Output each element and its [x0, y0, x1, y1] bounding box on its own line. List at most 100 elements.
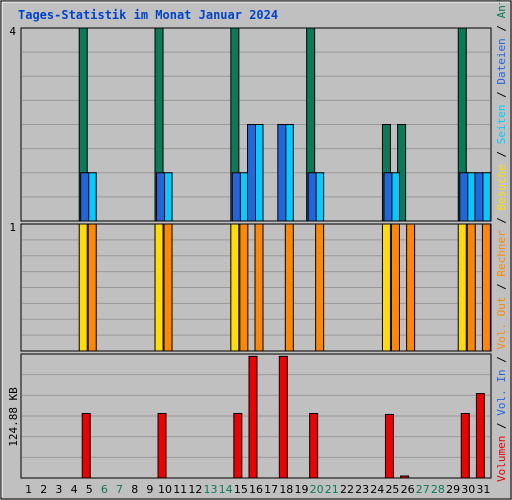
- y-tick-label-volumen: 124.88 KB: [7, 387, 20, 447]
- legend-entry-seiten: Seiten: [495, 104, 508, 144]
- legend-separator: /: [495, 277, 508, 297]
- legend-separator: /: [495, 416, 508, 436]
- x-tick-label-day-19: 19: [294, 483, 308, 496]
- x-tick-label-day-18: 18: [279, 483, 293, 496]
- x-tick-label-day-14: 14: [219, 483, 233, 496]
- bar-rechner-day-25: [390, 223, 400, 352]
- chart-panels: 4 1 124.88 KB: [7, 25, 492, 479]
- x-tick-label-day-27: 27: [416, 483, 430, 496]
- bar-seiten-day-15: [239, 172, 249, 222]
- y-tick-label-anfragen: 4: [9, 25, 16, 38]
- bar-dateien-day-10: [156, 172, 166, 222]
- bar-rechner-day-15: [239, 223, 249, 352]
- bar-volumen-day-16: [248, 355, 258, 479]
- x-tick-label-day-26: 26: [401, 483, 415, 496]
- bar-volumen-day-5: [81, 412, 91, 479]
- bar-besuche-day-5: [78, 223, 88, 352]
- bar-rechner-day-10: [163, 223, 173, 352]
- x-tick-label-day-6: 6: [101, 483, 108, 496]
- bar-rechner-day-30: [466, 223, 476, 352]
- bar-besuche-day-10: [154, 223, 164, 352]
- x-tick-label-day-5: 5: [86, 483, 93, 496]
- panel-besuche: 1: [9, 221, 492, 352]
- bar-seiten-day-31: [481, 172, 491, 222]
- bar-dateien-day-18: [277, 124, 287, 222]
- legend-separator: /: [495, 350, 508, 370]
- legend-text: Volumen / Vol. In / Vol. Out / Rechner /…: [495, 0, 508, 482]
- x-axis-day-labels: 1 2 3 4 5 6 7 8 9 10 11 12 13 14 15 16 17 18 19 20 21 22 23 24 2…: [25, 483, 490, 496]
- bar-volumen-day-31: [475, 393, 485, 479]
- bar-dateien-day-15: [231, 172, 241, 222]
- legend-entry-anfragen: Anfragen: [495, 0, 508, 18]
- x-tick-label-day-30: 30: [461, 483, 475, 496]
- bar-seiten-day-18: [284, 124, 294, 222]
- bar-dateien-day-31: [474, 172, 484, 222]
- x-tick-label-day-4: 4: [71, 483, 78, 496]
- legend-entry-volumen: Volumen: [495, 436, 508, 482]
- bar-dateien-day-16: [247, 124, 256, 222]
- bar-volumen-day-20: [309, 412, 319, 479]
- x-tick-label-day-28: 28: [431, 483, 445, 496]
- bar-volumen-day-25: [384, 413, 394, 479]
- y-tick-label-besuche: 1: [9, 221, 16, 234]
- bar-rechner-day-18: [284, 223, 294, 352]
- bar-rechner-day-5: [87, 223, 97, 352]
- x-tick-label-day-16: 16: [249, 483, 263, 496]
- bar-dateien-day-30: [459, 172, 469, 222]
- bar-volumen-day-26: [400, 475, 410, 479]
- x-tick-label-day-23: 23: [355, 483, 369, 496]
- x-tick-label-day-12: 12: [188, 483, 202, 496]
- bar-dateien-day-5: [80, 172, 90, 222]
- bar-seiten-day-16: [254, 124, 264, 222]
- bar-seiten-day-5: [87, 172, 97, 222]
- x-tick-label-day-20: 20: [310, 483, 324, 496]
- legend-separator: /: [495, 144, 508, 164]
- legend-entry-dateien: Dateien: [495, 38, 508, 84]
- bar-rechner-day-26: [406, 223, 416, 352]
- bar-dateien-day-25: [383, 172, 393, 222]
- bar-volumen-day-10: [157, 412, 167, 479]
- x-tick-label-day-9: 9: [146, 483, 153, 496]
- x-tick-label-day-2: 2: [40, 483, 47, 496]
- bar-seiten-day-25: [390, 172, 400, 222]
- bar-rechner-day-31: [481, 223, 491, 352]
- x-tick-label-day-10: 10: [158, 483, 172, 496]
- x-tick-label-day-11: 11: [173, 483, 187, 496]
- bar-seiten-day-20: [315, 172, 325, 222]
- legend-separator: /: [495, 210, 508, 230]
- panel-anfragen: 4: [9, 25, 492, 222]
- x-tick-label-day-17: 17: [264, 483, 278, 496]
- x-tick-label-day-15: 15: [234, 483, 248, 496]
- bar-volumen-day-18: [278, 355, 288, 479]
- x-tick-label-day-1: 1: [25, 483, 32, 496]
- right-legend: Volumen / Vol. In / Vol. Out / Rechner /…: [495, 0, 508, 482]
- x-tick-label-day-21: 21: [325, 483, 339, 496]
- x-tick-label-day-22: 22: [340, 483, 354, 496]
- bar-besuche-day-30: [457, 223, 467, 352]
- x-tick-label-day-24: 24: [370, 483, 384, 496]
- bar-volumen-day-30: [460, 412, 470, 479]
- legend-separator: /: [495, 18, 508, 38]
- bar-rechner-day-20: [315, 223, 325, 352]
- x-tick-label-day-31: 31: [476, 483, 490, 496]
- x-tick-label-day-3: 3: [55, 483, 62, 496]
- legend-separator: /: [495, 85, 508, 105]
- legend-entry-besuche: Besuche: [495, 164, 508, 210]
- bar-rechner-day-16: [254, 223, 264, 352]
- x-tick-label-day-7: 7: [116, 483, 123, 496]
- x-tick-label-day-29: 29: [446, 483, 460, 496]
- x-tick-label-day-13: 13: [204, 483, 218, 496]
- bar-volumen-day-15: [233, 412, 243, 479]
- legend-entry-vol-out: Vol. Out: [495, 297, 508, 350]
- x-tick-label-day-8: 8: [131, 483, 138, 496]
- panel-volumen: 124.88 KB: [7, 353, 492, 479]
- legend-entry-vol-in: Vol. In: [495, 369, 508, 415]
- bar-seiten-day-10: [163, 172, 173, 222]
- bar-besuche-day-15: [230, 223, 240, 352]
- bar-seiten-day-30: [466, 172, 476, 222]
- bar-dateien-day-20: [307, 172, 317, 222]
- chart-title: Tages-Statistik im Monat Januar 2024: [18, 8, 278, 22]
- legend-entry-rechner: Rechner: [495, 230, 508, 277]
